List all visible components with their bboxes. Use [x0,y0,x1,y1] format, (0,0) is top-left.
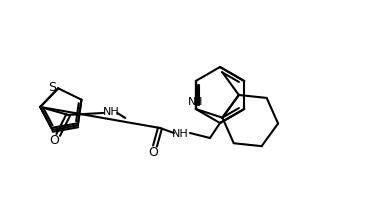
Text: S: S [48,80,56,93]
Text: O: O [49,134,59,147]
Text: O: O [148,146,158,159]
Text: H: H [194,97,202,106]
Text: N: N [187,97,196,106]
Text: NH: NH [172,128,188,138]
Text: NH: NH [103,106,119,116]
